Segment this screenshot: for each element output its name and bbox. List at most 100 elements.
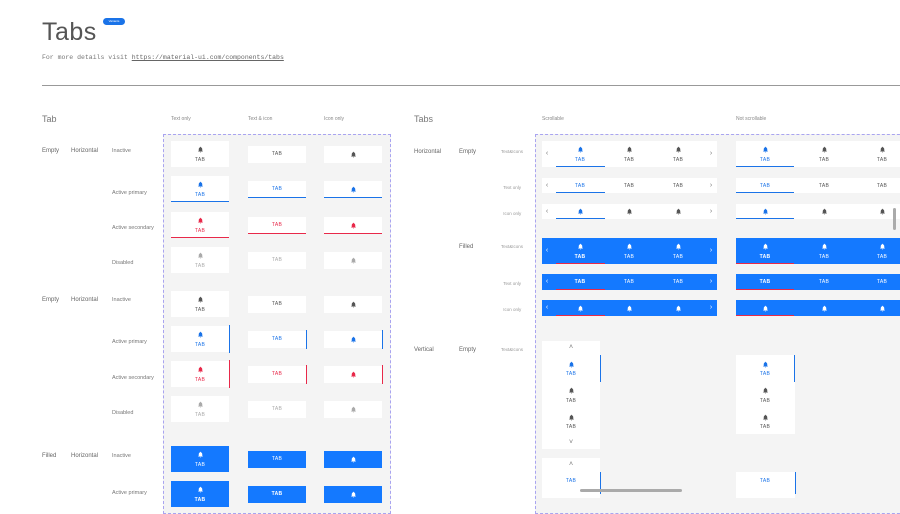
tab-cell[interactable] (248, 400, 306, 418)
chevron-right-icon[interactable]: › (709, 150, 713, 157)
tab-cell[interactable] (171, 361, 229, 387)
tab-label: TAB (672, 279, 684, 285)
bell-icon (197, 217, 203, 223)
chevron-right-icon[interactable]: › (709, 278, 713, 285)
bell-icon (350, 257, 356, 263)
tab-cell[interactable] (248, 216, 306, 234)
tab-cell[interactable] (248, 330, 306, 348)
chevron-left-icon[interactable]: ‹ (545, 278, 549, 285)
row-orientation-label: Horizontal (71, 297, 99, 303)
tab-indicator (794, 355, 795, 382)
vertical-tabs (736, 355, 795, 434)
bell-icon (577, 146, 583, 152)
chevron-left-icon[interactable]: ‹ (545, 247, 549, 254)
tab-label: TAB (574, 254, 586, 260)
bell-icon (626, 208, 632, 215)
bell-icon (762, 387, 768, 394)
tab-indicator (556, 289, 605, 290)
tab-label: TAB (759, 279, 771, 285)
tab-cell[interactable] (171, 141, 229, 167)
bell-icon (350, 222, 356, 228)
tab-bar (736, 178, 900, 193)
tab-label: TAB (194, 462, 206, 468)
column-header-icon-only: Icon only (324, 116, 345, 122)
tab-label: TAB (574, 279, 586, 285)
bell-icon (675, 146, 681, 152)
tab-label: TAB (876, 279, 888, 285)
bell-icon (197, 401, 203, 407)
chevron-up-icon[interactable]: ˄ (568, 344, 574, 351)
chevron-left-icon[interactable]: ‹ (545, 304, 549, 311)
docs-link[interactable]: https://material-ui.com/components/tabs (131, 54, 284, 61)
chevron-left-icon[interactable]: ‹ (545, 181, 549, 189)
row-state-label: Disabled (112, 410, 134, 416)
row-state-label: Active primary (112, 339, 147, 345)
tab-label: TAB (271, 222, 283, 228)
bell-icon (350, 301, 356, 307)
row-orientation-label: Horizontal (71, 148, 99, 154)
row-content-label: Text only (503, 281, 522, 286)
tab-indicator (324, 232, 382, 234)
tab-label: TAB (759, 182, 771, 189)
tab-label: TAB (759, 478, 771, 484)
chevron-up-icon[interactable]: ˄ (568, 461, 574, 468)
chevron-right-icon[interactable]: › (709, 304, 713, 311)
bell-icon (626, 243, 632, 249)
row-state-label: Inactive (112, 453, 131, 459)
chevron-left-icon[interactable]: ‹ (545, 207, 549, 215)
tab-indicator (556, 192, 605, 193)
tab-cell[interactable] (171, 176, 229, 202)
column-header-text-only: Text only (171, 116, 191, 122)
tab-indicator (736, 218, 794, 219)
bell-icon (762, 146, 768, 152)
bell-icon (577, 243, 583, 249)
bell-icon (350, 491, 356, 497)
bell-icon (675, 305, 681, 311)
row-state-label: Inactive (112, 148, 131, 154)
tab-cell[interactable] (171, 326, 229, 352)
tab-indicator (382, 364, 383, 384)
tab-label: TAB (271, 186, 283, 192)
row-content-label: Text&Icons (501, 347, 524, 352)
row-state-label: Active primary (112, 190, 147, 196)
tab-bar (736, 238, 900, 264)
tab-label: TAB (623, 254, 635, 260)
tab-cell[interactable] (171, 212, 229, 238)
tab-cell[interactable] (248, 450, 306, 468)
tab-indicator (171, 237, 229, 238)
tab-label: TAB (623, 182, 635, 189)
row-content-label: Text&Icons (501, 244, 524, 249)
tab-label: TAB (759, 424, 771, 430)
tab-label: TAB (818, 182, 830, 189)
chevron-right-icon[interactable]: › (709, 181, 713, 189)
tab-indicator (736, 263, 794, 264)
bell-icon (197, 146, 203, 152)
tabs-section-title: Tabs (414, 114, 434, 124)
row-group-label: Empty (42, 297, 60, 303)
tab-cell[interactable] (248, 365, 306, 383)
bell-icon (350, 336, 356, 342)
subtitle-text: For more details visit (42, 54, 132, 61)
tab-cell[interactable] (171, 446, 229, 472)
horizontal-scrollbar[interactable] (580, 489, 682, 492)
vertical-scrollable-tabs (542, 341, 600, 449)
tab-label: TAB (876, 182, 888, 189)
column-header-scrollable: Scrollable (542, 116, 564, 122)
tab-cell[interactable] (248, 145, 306, 163)
tabs-variants-frame (535, 134, 900, 514)
tab-cell[interactable] (171, 396, 229, 422)
tab-cell[interactable] (248, 251, 306, 269)
tab-indicator (324, 196, 382, 198)
chevron-right-icon[interactable]: › (709, 207, 713, 215)
chevron-down-icon[interactable]: ˅ (568, 439, 574, 446)
chevron-left-icon[interactable]: ‹ (545, 150, 549, 157)
tab-label: TAB (271, 456, 283, 462)
tab-cell[interactable] (248, 180, 306, 198)
tab-label: TAB (271, 336, 283, 342)
vertical-scrollbar[interactable] (893, 208, 896, 230)
tab-cell[interactable] (171, 291, 229, 317)
tab-cell[interactable] (248, 295, 306, 313)
bell-icon (821, 146, 827, 152)
tab-cell[interactable] (171, 247, 229, 273)
chevron-right-icon[interactable]: › (709, 247, 713, 254)
